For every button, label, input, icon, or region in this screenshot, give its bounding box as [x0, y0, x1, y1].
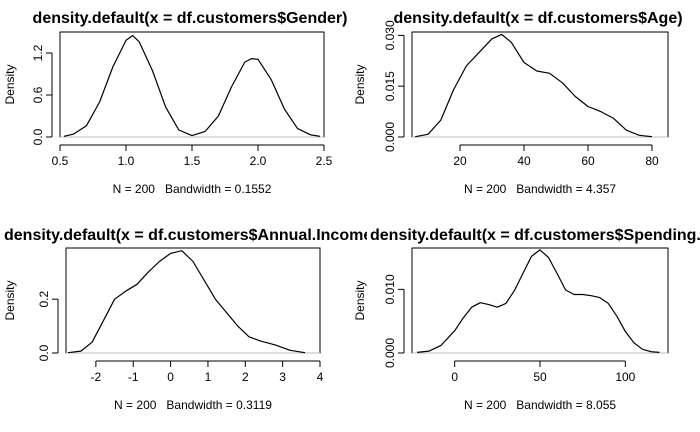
- density-curve: [67, 250, 306, 354]
- plot-frame: [411, 31, 669, 138]
- x-tick-label: 4: [317, 370, 324, 384]
- y-axis-label: Density: [3, 280, 17, 320]
- density-curve: [63, 34, 321, 137]
- density-panel-3: -2 -1 0 1 2 3 4 0.0 0.2 Density N = 200 Bandwidth …: [3, 227, 378, 412]
- x-tick-label: 1.5: [184, 154, 201, 168]
- chart-title: density.default(x = df.customers$Gender): [33, 10, 348, 27]
- y-tick-label: 0.000: [383, 122, 397, 152]
- x-axis-label: N = 200 Bandwidth = 0.3119: [114, 398, 272, 412]
- density-curve: [415, 33, 653, 138]
- x-tick-label: 40: [517, 154, 531, 168]
- x-tick-label: 2: [242, 370, 249, 384]
- density-panel-1: 0.5 1.0 1.5 2.0 2.5 0.0 0.6 1.2 Density N = 200 B…: [3, 10, 347, 196]
- x-tick-label: 1: [205, 370, 212, 384]
- x-tick-label: 0: [167, 370, 174, 384]
- density-panel-4: 0 50 100 0.000 0.010 Density N = 200 Bandwidth…: [353, 227, 700, 412]
- x-tick-label: 100: [615, 370, 635, 384]
- density-panel-2: 20 40 60 80 0.000 0.015 0.030 Density N = 200 Ba…: [353, 10, 683, 196]
- y-tick-label: 0.000: [383, 338, 397, 368]
- y-tick-label: 0.0: [31, 128, 45, 145]
- plot-frame: [59, 31, 325, 138]
- y-axis-label: Density: [353, 280, 367, 320]
- y-tick-label: 1.2: [31, 44, 45, 61]
- x-axis-label: N = 200 Bandwidth = 0.1552: [113, 182, 272, 196]
- y-axis-label: Density: [3, 64, 17, 104]
- x-tick-label: 50: [533, 370, 547, 384]
- y-tick-label: 0.010: [383, 274, 397, 304]
- y-tick-label: 0.015: [383, 71, 397, 101]
- density-curve: [417, 249, 660, 353]
- y-tick-label: 0.6: [31, 86, 45, 103]
- x-tick-label: 0: [451, 370, 458, 384]
- x-tick-label: -2: [91, 370, 102, 384]
- y-tick-label: 0.0: [37, 344, 51, 361]
- plot-frame: [65, 247, 321, 354]
- chart-title: density.default(x = df.customers$Spendin…: [370, 227, 700, 244]
- x-axis-label: N = 200 Bandwidth = 8.055: [464, 398, 616, 412]
- y-axis-label: Density: [353, 64, 367, 104]
- x-tick-label: 2.0: [250, 154, 267, 168]
- y-tick-label: 0.030: [383, 20, 397, 50]
- x-axis-label: N = 200 Bandwidth = 4.357: [464, 182, 616, 196]
- x-tick-label: 2.5: [316, 154, 333, 168]
- x-tick-label: -1: [128, 370, 139, 384]
- chart-title: density.default(x = df.customers$Age): [393, 10, 682, 27]
- x-tick-label: 3: [279, 370, 286, 384]
- y-tick-label: 0.2: [37, 290, 51, 307]
- x-tick-label: 20: [453, 154, 467, 168]
- x-tick-label: 0.5: [52, 154, 69, 168]
- x-tick-label: 1.0: [118, 154, 135, 168]
- chart-title: density.default(x = df.customers$Annual.…: [4, 227, 378, 244]
- x-tick-label: 80: [645, 154, 659, 168]
- x-tick-label: 60: [581, 154, 595, 168]
